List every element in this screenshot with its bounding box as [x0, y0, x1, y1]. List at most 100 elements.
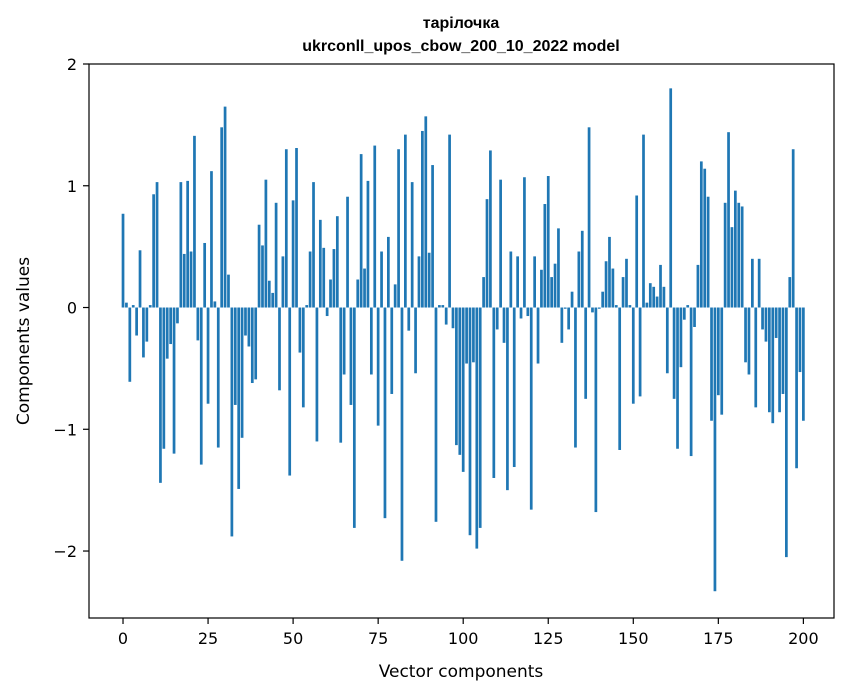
- bar-component-26: [210, 171, 213, 308]
- bar-component-106: [482, 277, 485, 308]
- bar-component-198: [795, 307, 798, 469]
- bar-component-95: [444, 307, 448, 325]
- bar-component-181: [737, 202, 741, 308]
- bar-component-117: [519, 307, 523, 319]
- y-tick-label: 2: [67, 55, 77, 74]
- bar-component-16: [176, 307, 179, 324]
- bar-component-136: [584, 307, 588, 399]
- bar-component-66: [346, 196, 349, 308]
- bar-component-81: [397, 149, 400, 308]
- x-tick-label: 200: [788, 629, 819, 648]
- bar-component-67: [349, 307, 353, 405]
- bar-component-84: [407, 307, 411, 331]
- bar-component-148: [625, 258, 628, 308]
- bar-component-126: [550, 277, 554, 308]
- bar-component-171: [703, 168, 707, 308]
- bar-component-15: [172, 307, 176, 454]
- bar-component-62: [332, 249, 336, 308]
- bar-component-161: [669, 88, 673, 308]
- bar-component-189: [764, 307, 768, 342]
- bar-component-56: [312, 182, 315, 308]
- bar-component-9: [152, 194, 155, 308]
- bar-component-72: [366, 180, 370, 308]
- bar-component-130: [563, 307, 567, 309]
- bar-component-28: [216, 307, 220, 448]
- bar-component-29: [220, 127, 224, 308]
- bar-component-44: [271, 292, 275, 308]
- chart-subtitle: ukrconll_upos_cbow_200_10_2022 model: [302, 38, 619, 55]
- bar-component-53: [301, 307, 305, 408]
- bar-component-134: [577, 251, 581, 308]
- bar-component-187: [757, 258, 761, 308]
- bar-component-104: [475, 307, 479, 549]
- bar-component-64: [339, 307, 343, 443]
- bar-component-169: [696, 264, 700, 308]
- bar-component-3: [131, 305, 135, 308]
- bar-component-155: [648, 283, 652, 308]
- bar-component-63: [335, 216, 339, 308]
- bar-component-157: [655, 296, 659, 308]
- bar-component-177: [723, 202, 727, 308]
- bar-component-0: [121, 213, 125, 308]
- bar-component-127: [553, 263, 557, 308]
- bar-component-27: [213, 301, 217, 308]
- bar-component-114: [509, 251, 513, 308]
- bar-component-41: [261, 245, 264, 308]
- bar-component-113: [506, 307, 509, 491]
- bar-component-165: [682, 307, 686, 320]
- x-tick-label: 100: [448, 629, 479, 648]
- bar-component-154: [645, 302, 649, 308]
- bar-component-45: [274, 202, 278, 308]
- bar-component-176: [720, 307, 724, 415]
- x-tick-label: 75: [368, 629, 388, 648]
- bar-component-36: [244, 307, 247, 336]
- bar-component-93: [438, 305, 441, 308]
- bar-component-87: [417, 256, 421, 308]
- bar-component-68: [352, 307, 356, 528]
- bar-component-159: [662, 286, 666, 308]
- bar-component-121: [533, 256, 536, 308]
- bar-component-50: [291, 200, 295, 308]
- plot-area-frame: [88, 63, 835, 619]
- bar-component-22: [196, 307, 200, 341]
- bar-component-42: [264, 179, 268, 308]
- bar-component-186: [754, 307, 758, 408]
- bar-component-78: [387, 236, 390, 308]
- bar-series: [121, 88, 805, 592]
- bar-component-79: [390, 307, 394, 394]
- y-axis-ticks: −2 −1 0 1 2: [53, 55, 89, 561]
- bar-component-138: [591, 307, 594, 313]
- bar-component-74: [373, 145, 377, 308]
- bar-component-194: [781, 307, 785, 394]
- bar-component-23: [199, 307, 203, 465]
- bar-component-179: [730, 227, 734, 308]
- x-tick-label: 125: [533, 629, 564, 648]
- bar-component-98: [455, 307, 458, 446]
- bar-component-129: [560, 307, 564, 343]
- bar-component-37: [247, 307, 251, 347]
- bar-component-34: [237, 307, 241, 489]
- bar-component-102: [468, 307, 472, 536]
- bar-component-153: [642, 134, 645, 308]
- bar-component-40: [257, 224, 261, 308]
- bar-component-135: [580, 230, 584, 308]
- bar-component-160: [665, 307, 669, 374]
- bar-component-97: [451, 307, 455, 329]
- bar-component-90: [427, 252, 431, 308]
- bar-component-89: [424, 116, 428, 308]
- x-tick-label: 175: [703, 629, 734, 648]
- bar-component-76: [380, 251, 383, 308]
- bar-component-152: [638, 307, 642, 397]
- bar-component-25: [206, 307, 210, 404]
- bar-component-7: [145, 307, 149, 342]
- bar-component-32: [230, 307, 234, 537]
- bar-component-46: [278, 307, 281, 391]
- bar-component-132: [570, 291, 574, 308]
- bar-component-48: [284, 149, 288, 308]
- y-tick-label: −2: [53, 542, 77, 561]
- chart-title: тарілочка: [423, 15, 500, 32]
- bar-component-1: [125, 302, 128, 308]
- bar-component-73: [369, 307, 373, 375]
- bar-component-5: [138, 250, 142, 308]
